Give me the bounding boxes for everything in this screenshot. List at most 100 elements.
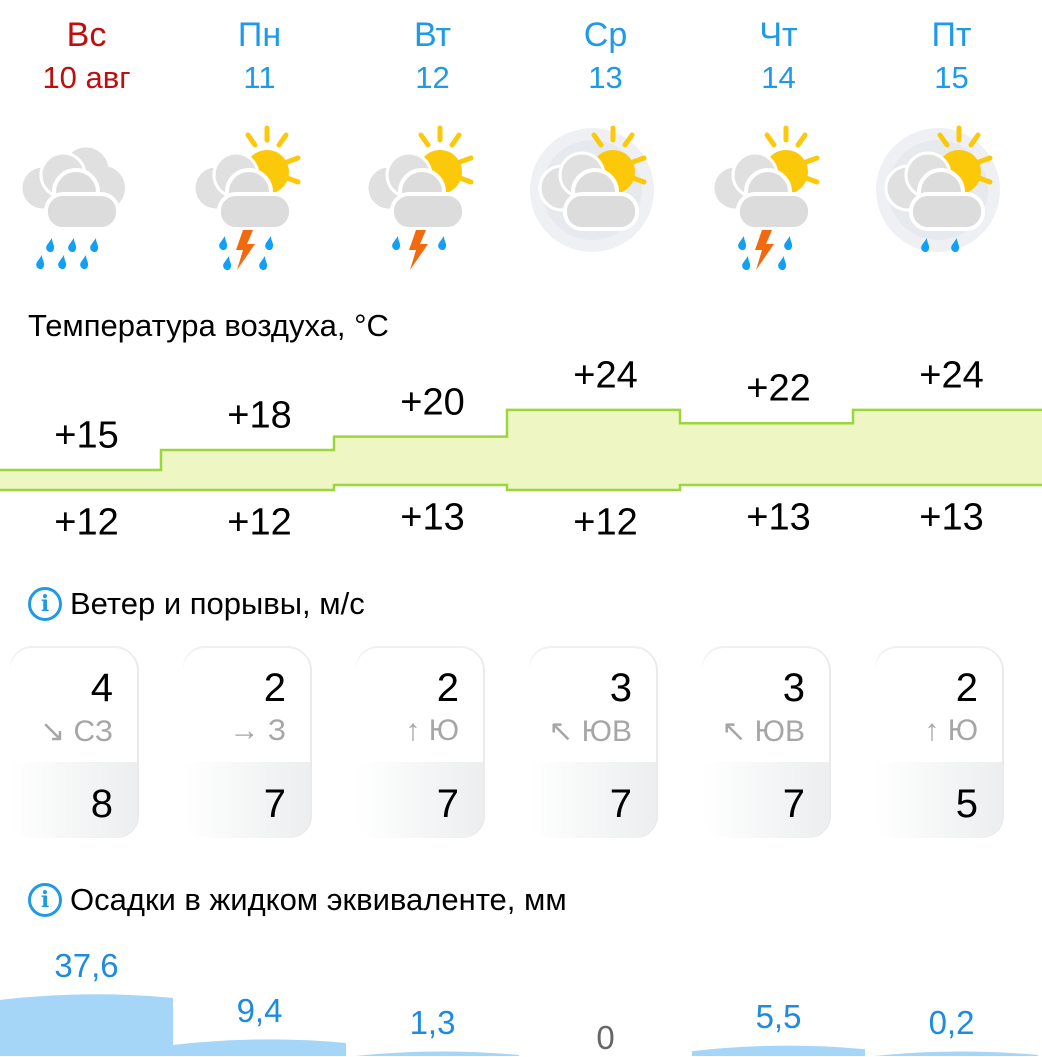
max-temp: +24: [573, 354, 638, 397]
cloudy-heavy-rain-icon: [8, 120, 138, 270]
wind-card: 2 ↑ Ю 5: [875, 648, 1002, 838]
wind-arrow-icon: ↘: [40, 715, 66, 748]
wind-gust: 7: [263, 782, 286, 826]
day-date: 11: [243, 60, 276, 95]
max-temp: +22: [746, 367, 811, 410]
min-temp: +12: [573, 501, 638, 544]
partly-cloudy-thunderstorm-rain-icon: [700, 120, 830, 271]
info-icon[interactable]: i: [28, 587, 62, 621]
precip-title-text: Осадки в жидком эквиваленте, мм: [70, 882, 567, 917]
min-temp: +12: [227, 501, 292, 544]
temperature-band: [680, 423, 853, 485]
wind-speed: 2: [436, 666, 459, 710]
wind-direction-label: Ю: [947, 714, 978, 747]
day-of-week: Ср: [583, 16, 628, 54]
wind-gust: 7: [436, 782, 459, 826]
wind-speed: 2: [263, 666, 286, 710]
wind-card: 3 ↖ ЮВ 7: [702, 648, 829, 838]
temperature-title-text: Температура воздуха, °C: [28, 308, 389, 343]
temperature-band: [853, 409, 1042, 485]
precip-value: 0,2: [928, 1004, 975, 1041]
wind-direction: ↖ ЮВ: [721, 714, 805, 749]
precip-value: 37,6: [54, 946, 119, 984]
precip-value: 5,5: [755, 998, 802, 1036]
wind-gust: 8: [90, 782, 113, 826]
day-of-week: Вс: [66, 16, 107, 54]
partly-cloudy-thunderstorm-rain-icon: [181, 120, 311, 271]
partly-cloudy-thunderstorm-icon: [354, 120, 484, 270]
day-date: 10 авг: [42, 60, 131, 95]
day-date: 12: [415, 60, 450, 95]
gust-background: [356, 762, 483, 838]
precip-bar: [346, 1051, 519, 1056]
temperature-band: [507, 409, 680, 490]
wind-direction-label: СЗ: [73, 715, 113, 748]
precip-value: 0: [596, 1019, 615, 1056]
temperature-band: [334, 436, 507, 485]
max-temp: +15: [54, 414, 119, 457]
wind-arrow-icon: ↑: [924, 714, 940, 747]
max-temp: +18: [227, 394, 292, 437]
wind-arrow-icon: ↖: [721, 715, 747, 748]
wind-direction: ↑ Ю: [924, 714, 978, 748]
max-temp: +20: [400, 381, 465, 424]
precip-value: 1,3: [409, 1004, 456, 1041]
gust-background: [183, 762, 310, 838]
wind-direction: ↖ ЮВ: [548, 714, 632, 749]
wind-speed: 2: [955, 666, 978, 710]
precip-bar: [865, 1051, 1038, 1056]
precip-value: 9,4: [236, 991, 283, 1029]
precip-title: i Осадки в жидком эквиваленте, мм: [28, 882, 567, 918]
wind-arrow-icon: ↖: [548, 715, 574, 748]
temperature-title: Температура воздуха, °C: [28, 308, 389, 344]
wind-direction: ↑ Ю: [405, 714, 459, 748]
day-of-week: Пн: [237, 16, 282, 54]
partly-cloudy-fog-light-rain-icon: [873, 120, 1003, 270]
min-temp: +13: [746, 496, 811, 539]
gust-background: [10, 762, 137, 838]
temperature-band: [0, 469, 161, 490]
wind-card: 4 ↘ СЗ 8: [10, 648, 137, 838]
precip-bar: [692, 1045, 865, 1056]
wind-title: i Ветер и порывы, м/с: [28, 586, 365, 622]
wind-card: 3 ↖ ЮВ 7: [529, 648, 656, 838]
day-of-week: Пт: [931, 16, 972, 54]
precip-bar: [173, 1039, 346, 1056]
wind-gust: 7: [782, 782, 805, 826]
wind-direction: ↘ СЗ: [40, 714, 113, 749]
min-temp: +13: [400, 496, 465, 539]
max-temp-line: [0, 408, 1042, 472]
wind-direction-label: ЮВ: [581, 715, 632, 748]
day-date: 13: [588, 60, 623, 95]
wind-direction-label: З: [267, 714, 286, 747]
gust-background: [529, 762, 656, 838]
day-of-week: Чт: [759, 16, 798, 54]
wind-speed: 3: [609, 666, 632, 710]
max-temp: +24: [919, 354, 984, 397]
gust-background: [875, 762, 1002, 838]
wind-gust: 7: [609, 782, 632, 826]
info-icon[interactable]: i: [28, 883, 62, 917]
precip-bar: [0, 994, 173, 1056]
wind-direction-label: ЮВ: [754, 715, 805, 748]
day-date: 15: [934, 60, 969, 95]
gust-background: [702, 762, 829, 838]
wind-arrow-icon: ↑: [405, 714, 421, 747]
wind-arrow-icon: →: [229, 714, 260, 747]
day-of-week: Вт: [413, 16, 452, 54]
min-temp: +12: [54, 501, 119, 544]
wind-speed: 4: [90, 666, 113, 710]
partly-cloudy-fog-icon: [527, 120, 657, 270]
min-temp: +13: [919, 496, 984, 539]
wind-direction: → З: [230, 714, 286, 748]
wind-card: 2 ↑ Ю 7: [356, 648, 483, 838]
wind-direction-label: Ю: [428, 714, 459, 747]
min-temp-line: [0, 483, 1042, 492]
wind-title-text: Ветер и порывы, м/с: [70, 586, 365, 621]
temperature-band: [161, 449, 334, 490]
day-date: 14: [761, 60, 796, 95]
wind-gust: 5: [955, 782, 978, 826]
wind-speed: 3: [782, 666, 805, 710]
